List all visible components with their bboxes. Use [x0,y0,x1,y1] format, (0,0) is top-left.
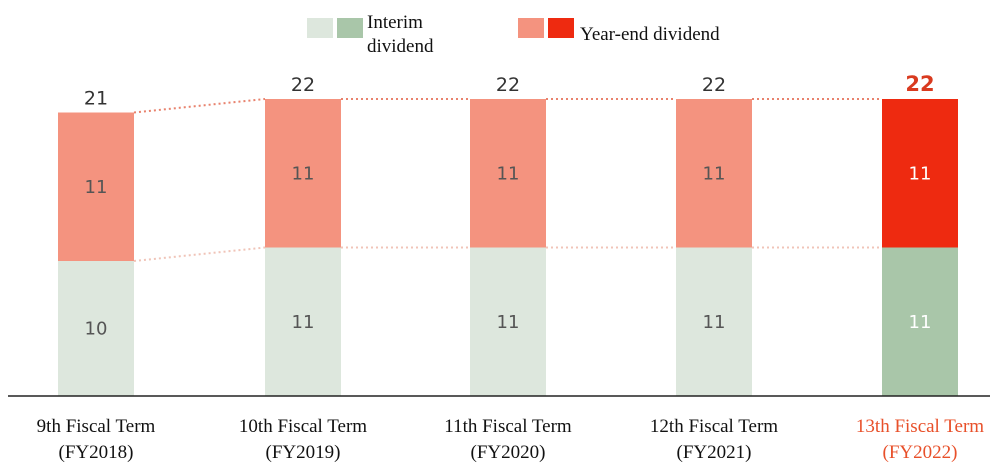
legend-label-year-end: Year-end dividend [580,24,720,45]
legend-swatch-interim [307,18,333,38]
legend-label-interim-line1: Interim [367,12,423,33]
category-label-2-line1: 11th Fiscal Term [444,416,572,437]
bar-year-end-1 [265,99,341,248]
total-label-1: 22 [291,74,315,96]
category-label-0-line2: (FY2018) [59,442,134,463]
bar-interim-4 [882,247,958,396]
label-year-end-4: 11 [909,163,932,184]
category-label-1-line1: 10th Fiscal Term [239,416,367,437]
bar-interim-1 [265,247,341,396]
label-year-end-3: 11 [703,163,726,184]
total-label-4: 22 [905,72,934,96]
category-label-4-line1: 13th Fiscal Term [856,416,984,437]
legend-swatch-interim-highlight [337,18,363,38]
label-interim-3: 11 [703,312,726,333]
category-label-4-line2: (FY2022) [883,442,958,463]
label-year-end-2: 11 [497,163,520,184]
category-label-1-line2: (FY2019) [266,442,341,463]
total-label-3: 22 [702,74,726,96]
category-label-2-line2: (FY2020) [471,442,546,463]
category-label-3-line2: (FY2021) [677,442,752,463]
category-label-0-line1: 9th Fiscal Term [37,416,156,437]
label-interim-1: 11 [292,312,315,333]
bar-year-end-2 [470,99,546,248]
label-interim-2: 11 [497,312,520,333]
bar-year-end-3 [676,99,752,248]
bar-interim-2 [470,247,546,396]
category-label-3-line1: 12th Fiscal Term [650,416,778,437]
legend-swatch-year-end-highlight [548,18,574,38]
label-year-end-0: 11 [85,177,108,198]
bar-interim-0 [58,261,134,396]
bar-interim-3 [676,247,752,396]
label-interim-0: 10 [85,319,108,340]
label-year-end-1: 11 [292,163,315,184]
total-label-0: 21 [84,88,108,110]
legend-label-interim-line2: dividend [367,36,434,57]
legend-swatch-year-end [518,18,544,38]
label-interim-4: 11 [909,312,932,333]
total-label-2: 22 [496,74,520,96]
connector-mid-0 [133,246,266,262]
bar-year-end-4 [882,99,958,248]
connector-top-0 [133,98,266,114]
bar-year-end-0 [58,112,134,261]
